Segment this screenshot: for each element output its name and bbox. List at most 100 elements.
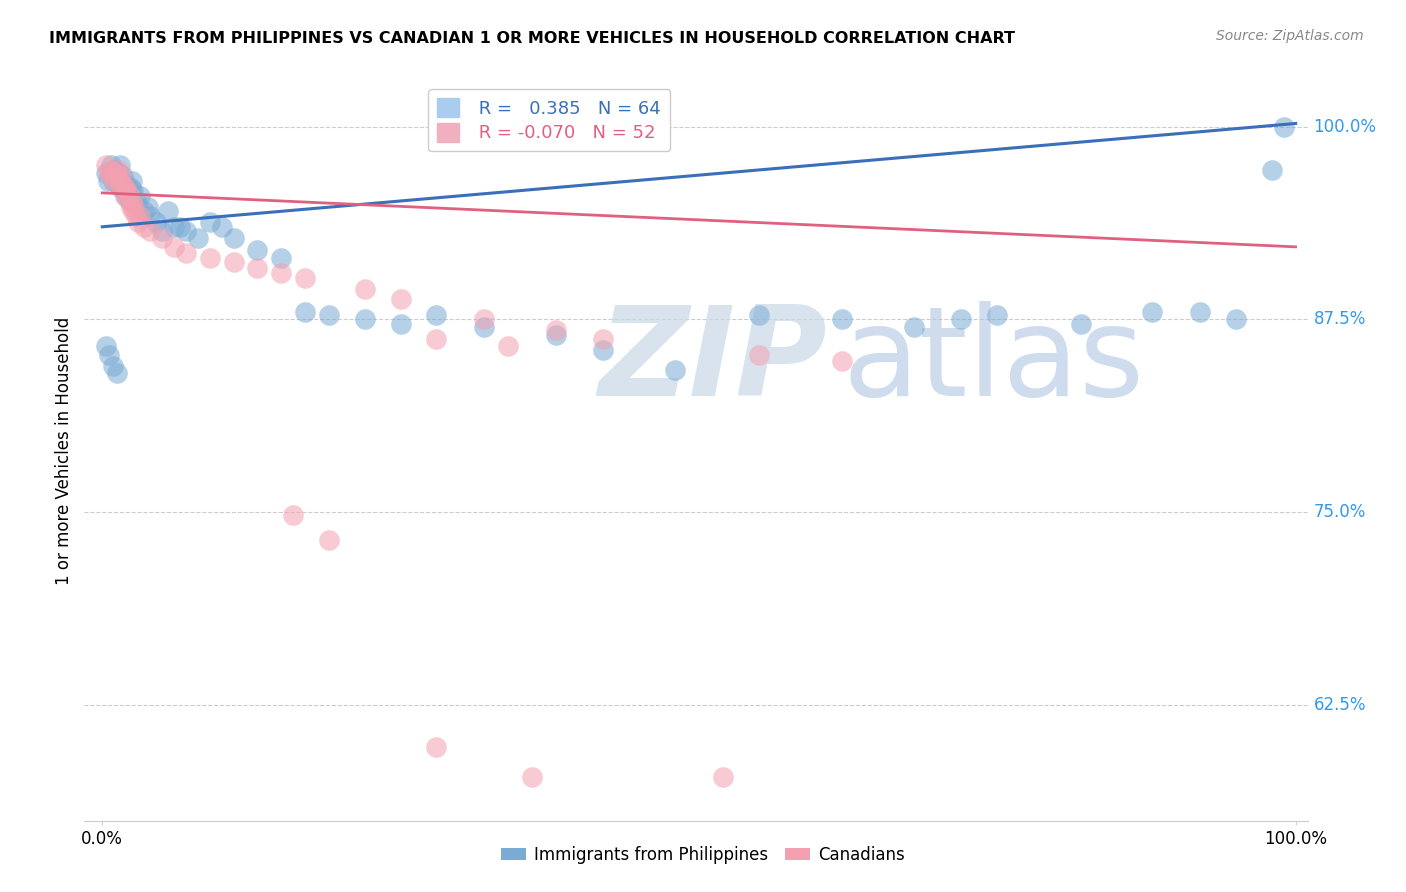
Point	[108, 178, 131, 193]
Legend:  R =   0.385   N = 64,  R = -0.070   N = 52: R = 0.385 N = 64, R = -0.070 N = 52	[429, 89, 671, 152]
Point	[198, 215, 221, 229]
Point	[111, 178, 134, 193]
Point	[270, 251, 292, 265]
Point	[117, 185, 139, 199]
Point	[104, 169, 127, 183]
Point	[117, 189, 139, 203]
Point	[389, 293, 412, 307]
Point	[127, 200, 149, 214]
Point	[110, 169, 132, 183]
Point	[246, 261, 269, 276]
Point	[187, 230, 209, 244]
Point	[122, 204, 145, 219]
Point	[101, 359, 124, 373]
Point	[222, 230, 245, 244]
Point	[294, 270, 316, 285]
Legend: Immigrants from Philippines, Canadians: Immigrants from Philippines, Canadians	[495, 839, 911, 871]
Text: IMMIGRANTS FROM PHILIPPINES VS CANADIAN 1 OR MORE VEHICLES IN HOUSEHOLD CORRELAT: IMMIGRANTS FROM PHILIPPINES VS CANADIAN …	[49, 31, 1015, 46]
Point	[112, 185, 135, 199]
Point	[150, 224, 173, 238]
Point	[127, 215, 149, 229]
Point	[353, 312, 375, 326]
Point	[118, 189, 141, 203]
Point	[592, 332, 614, 346]
Point	[124, 194, 146, 208]
Point	[139, 209, 162, 223]
Point	[100, 158, 122, 172]
Point	[121, 173, 143, 187]
Point	[114, 181, 136, 195]
Y-axis label: 1 or more Vehicles in Household: 1 or more Vehicles in Household	[55, 317, 73, 584]
Point	[129, 209, 152, 223]
Point	[104, 166, 127, 180]
Point	[1189, 304, 1212, 318]
Point	[544, 327, 567, 342]
Point	[105, 169, 128, 183]
Point	[139, 224, 162, 238]
Point	[108, 158, 131, 172]
Point	[101, 169, 124, 183]
Point	[103, 173, 125, 187]
Point	[120, 181, 142, 195]
Point	[163, 219, 186, 234]
Point	[222, 255, 245, 269]
Point	[121, 194, 143, 208]
Point	[105, 173, 128, 187]
Point	[592, 343, 614, 358]
Point	[831, 312, 853, 326]
Point	[1142, 304, 1164, 318]
Point	[101, 173, 124, 187]
Point	[520, 771, 543, 785]
Point	[353, 281, 375, 295]
Point	[117, 194, 139, 208]
Point	[389, 317, 412, 331]
Point	[174, 224, 197, 238]
Point	[129, 189, 152, 203]
Point	[103, 162, 125, 177]
Point	[211, 219, 233, 234]
Text: 62.5%: 62.5%	[1313, 696, 1367, 714]
Point	[112, 178, 135, 193]
Point	[986, 308, 1008, 322]
Point	[831, 354, 853, 368]
Point	[115, 185, 138, 199]
Point	[120, 200, 142, 214]
Point	[94, 338, 117, 352]
Point	[748, 308, 770, 322]
Point	[1272, 120, 1295, 134]
Point	[118, 194, 141, 208]
Text: 87.5%: 87.5%	[1313, 310, 1365, 328]
Point	[169, 219, 191, 234]
Point	[425, 332, 447, 346]
Point	[283, 508, 305, 523]
Point	[114, 189, 136, 203]
Point	[124, 200, 146, 214]
Text: 100.0%: 100.0%	[1313, 118, 1376, 136]
Point	[107, 166, 129, 180]
Point	[98, 348, 121, 362]
Point	[664, 363, 686, 377]
Point	[246, 243, 269, 257]
Point	[150, 230, 173, 244]
Point	[163, 240, 186, 254]
Text: 75.0%: 75.0%	[1313, 503, 1365, 521]
Point	[117, 178, 139, 193]
Point	[105, 367, 128, 381]
Text: atlas: atlas	[842, 301, 1144, 422]
Point	[472, 320, 495, 334]
Point	[544, 323, 567, 337]
Point	[425, 308, 447, 322]
Point	[472, 312, 495, 326]
Point	[108, 178, 131, 193]
Point	[111, 169, 134, 183]
Point	[903, 320, 925, 334]
Point	[425, 739, 447, 754]
Point	[294, 304, 316, 318]
Point	[950, 312, 973, 326]
Point	[711, 771, 734, 785]
Point	[94, 158, 117, 172]
Point	[145, 215, 167, 229]
Text: ZIP: ZIP	[598, 301, 827, 422]
Text: Source: ZipAtlas.com: Source: ZipAtlas.com	[1216, 29, 1364, 43]
Point	[110, 181, 132, 195]
